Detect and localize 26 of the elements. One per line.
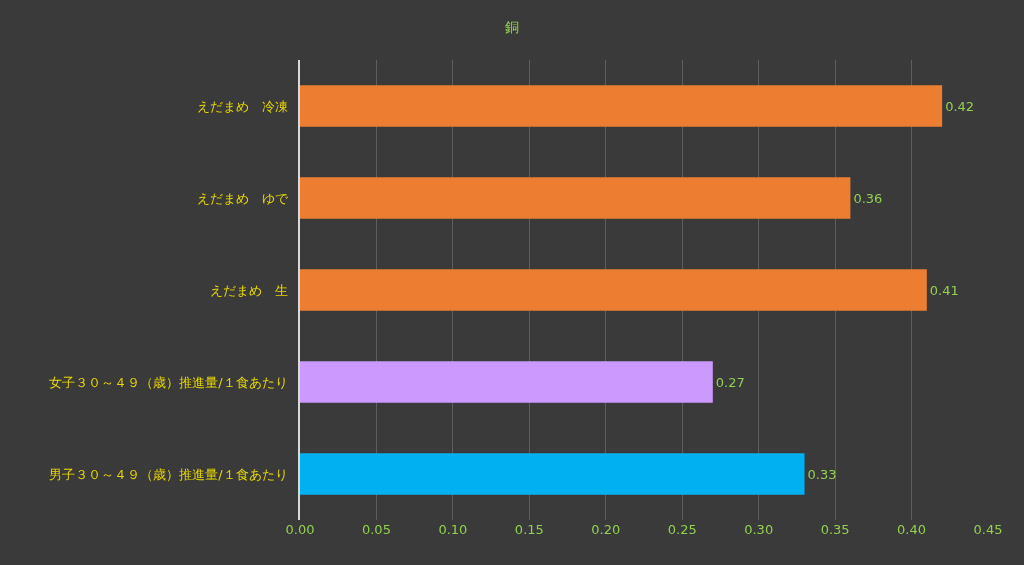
bar bbox=[300, 361, 713, 403]
y-tick-label: えだまめ ゆで bbox=[196, 190, 289, 206]
data-label: 0.41 bbox=[929, 282, 959, 298]
x-tick-label: 0.25 bbox=[667, 522, 697, 537]
data-label: 0.42 bbox=[945, 98, 975, 114]
bar bbox=[300, 85, 943, 127]
data-label: 0.36 bbox=[853, 190, 883, 206]
x-tick-label: 0.20 bbox=[591, 522, 621, 537]
bar bbox=[300, 453, 805, 495]
y-tick-label: えだまめ 生 bbox=[209, 282, 288, 298]
x-tick-label: 0.45 bbox=[973, 522, 1003, 537]
chart-title: 銅 bbox=[505, 19, 519, 36]
x-tick-label: 0.40 bbox=[897, 522, 927, 537]
y-tick-label: えだまめ 冷凍 bbox=[196, 98, 288, 114]
x-tick-label: 0.05 bbox=[361, 522, 391, 537]
x-tick-label: 0.15 bbox=[514, 522, 544, 537]
x-tick-label: 0.35 bbox=[820, 522, 850, 537]
y-tick-label: 男子３０～４９（歳）推進量/１食あたり bbox=[49, 466, 288, 482]
x-tick-label: 0.30 bbox=[744, 522, 774, 537]
bar bbox=[300, 177, 851, 219]
x-tick-label: 0.10 bbox=[438, 522, 468, 537]
data-label: 0.27 bbox=[715, 374, 745, 390]
x-tick-label: 0.00 bbox=[285, 522, 315, 537]
bar bbox=[300, 269, 927, 311]
data-label: 0.33 bbox=[807, 466, 837, 482]
y-tick-label: 女子３０～４９（歳）推進量/１食あたり bbox=[49, 374, 288, 390]
